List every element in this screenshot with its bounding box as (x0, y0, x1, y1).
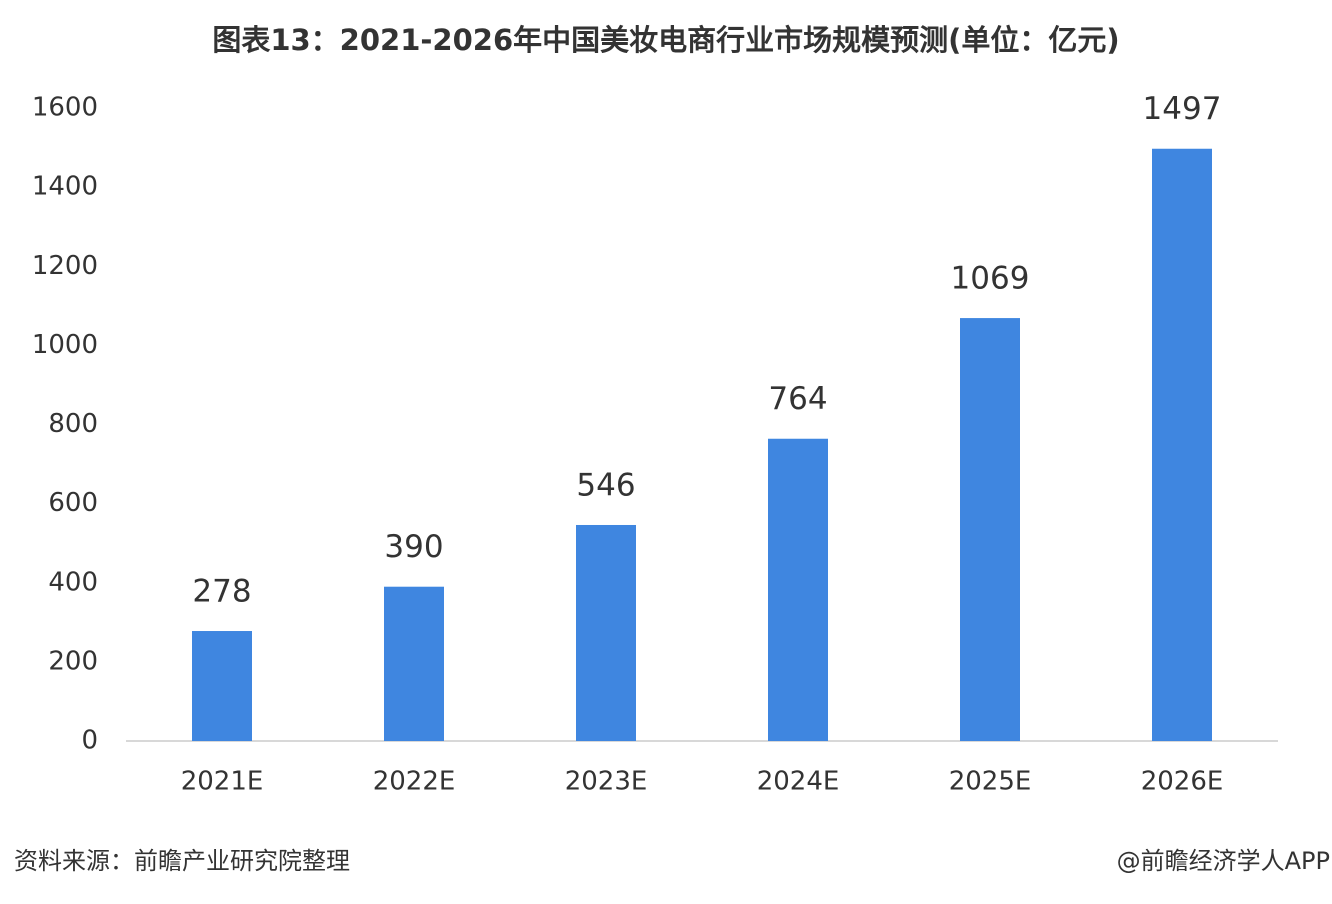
credit: @前瞻经济学人APP (1117, 847, 1330, 875)
x-tick-label: 2023E (565, 767, 648, 797)
bar (960, 318, 1020, 741)
y-tick-label: 400 (48, 567, 98, 597)
x-tick-label: 2024E (757, 767, 840, 797)
y-tick-label: 600 (48, 488, 98, 518)
bar (768, 438, 828, 741)
bar (192, 631, 252, 741)
x-tick-label: 2026E (1141, 767, 1224, 797)
y-tick-label: 1600 (32, 93, 98, 123)
source-note: 资料来源：前瞻产业研究院整理 (14, 847, 350, 875)
y-tick-label: 1000 (32, 330, 98, 360)
value-label: 764 (768, 381, 827, 417)
y-tick-label: 1200 (32, 251, 98, 281)
value-label: 390 (384, 529, 443, 565)
x-tick-label: 2025E (949, 767, 1032, 797)
y-tick-label: 1400 (32, 172, 98, 202)
x-tick-label: 2022E (373, 767, 456, 797)
chart-title: 图表13：2021-2026年中国美妆电商行业市场规模预测(单位：亿元) (212, 23, 1119, 57)
value-label: 1069 (951, 261, 1030, 297)
bar (384, 586, 444, 741)
bar (1152, 148, 1212, 741)
x-tick-label: 2021E (181, 767, 264, 797)
y-tick-label: 800 (48, 409, 98, 439)
value-label: 1497 (1143, 91, 1222, 127)
value-label: 546 (576, 467, 635, 503)
bar (576, 524, 636, 741)
y-tick-label: 0 (81, 726, 98, 756)
value-label: 278 (192, 574, 251, 610)
y-tick-label: 200 (48, 646, 98, 676)
